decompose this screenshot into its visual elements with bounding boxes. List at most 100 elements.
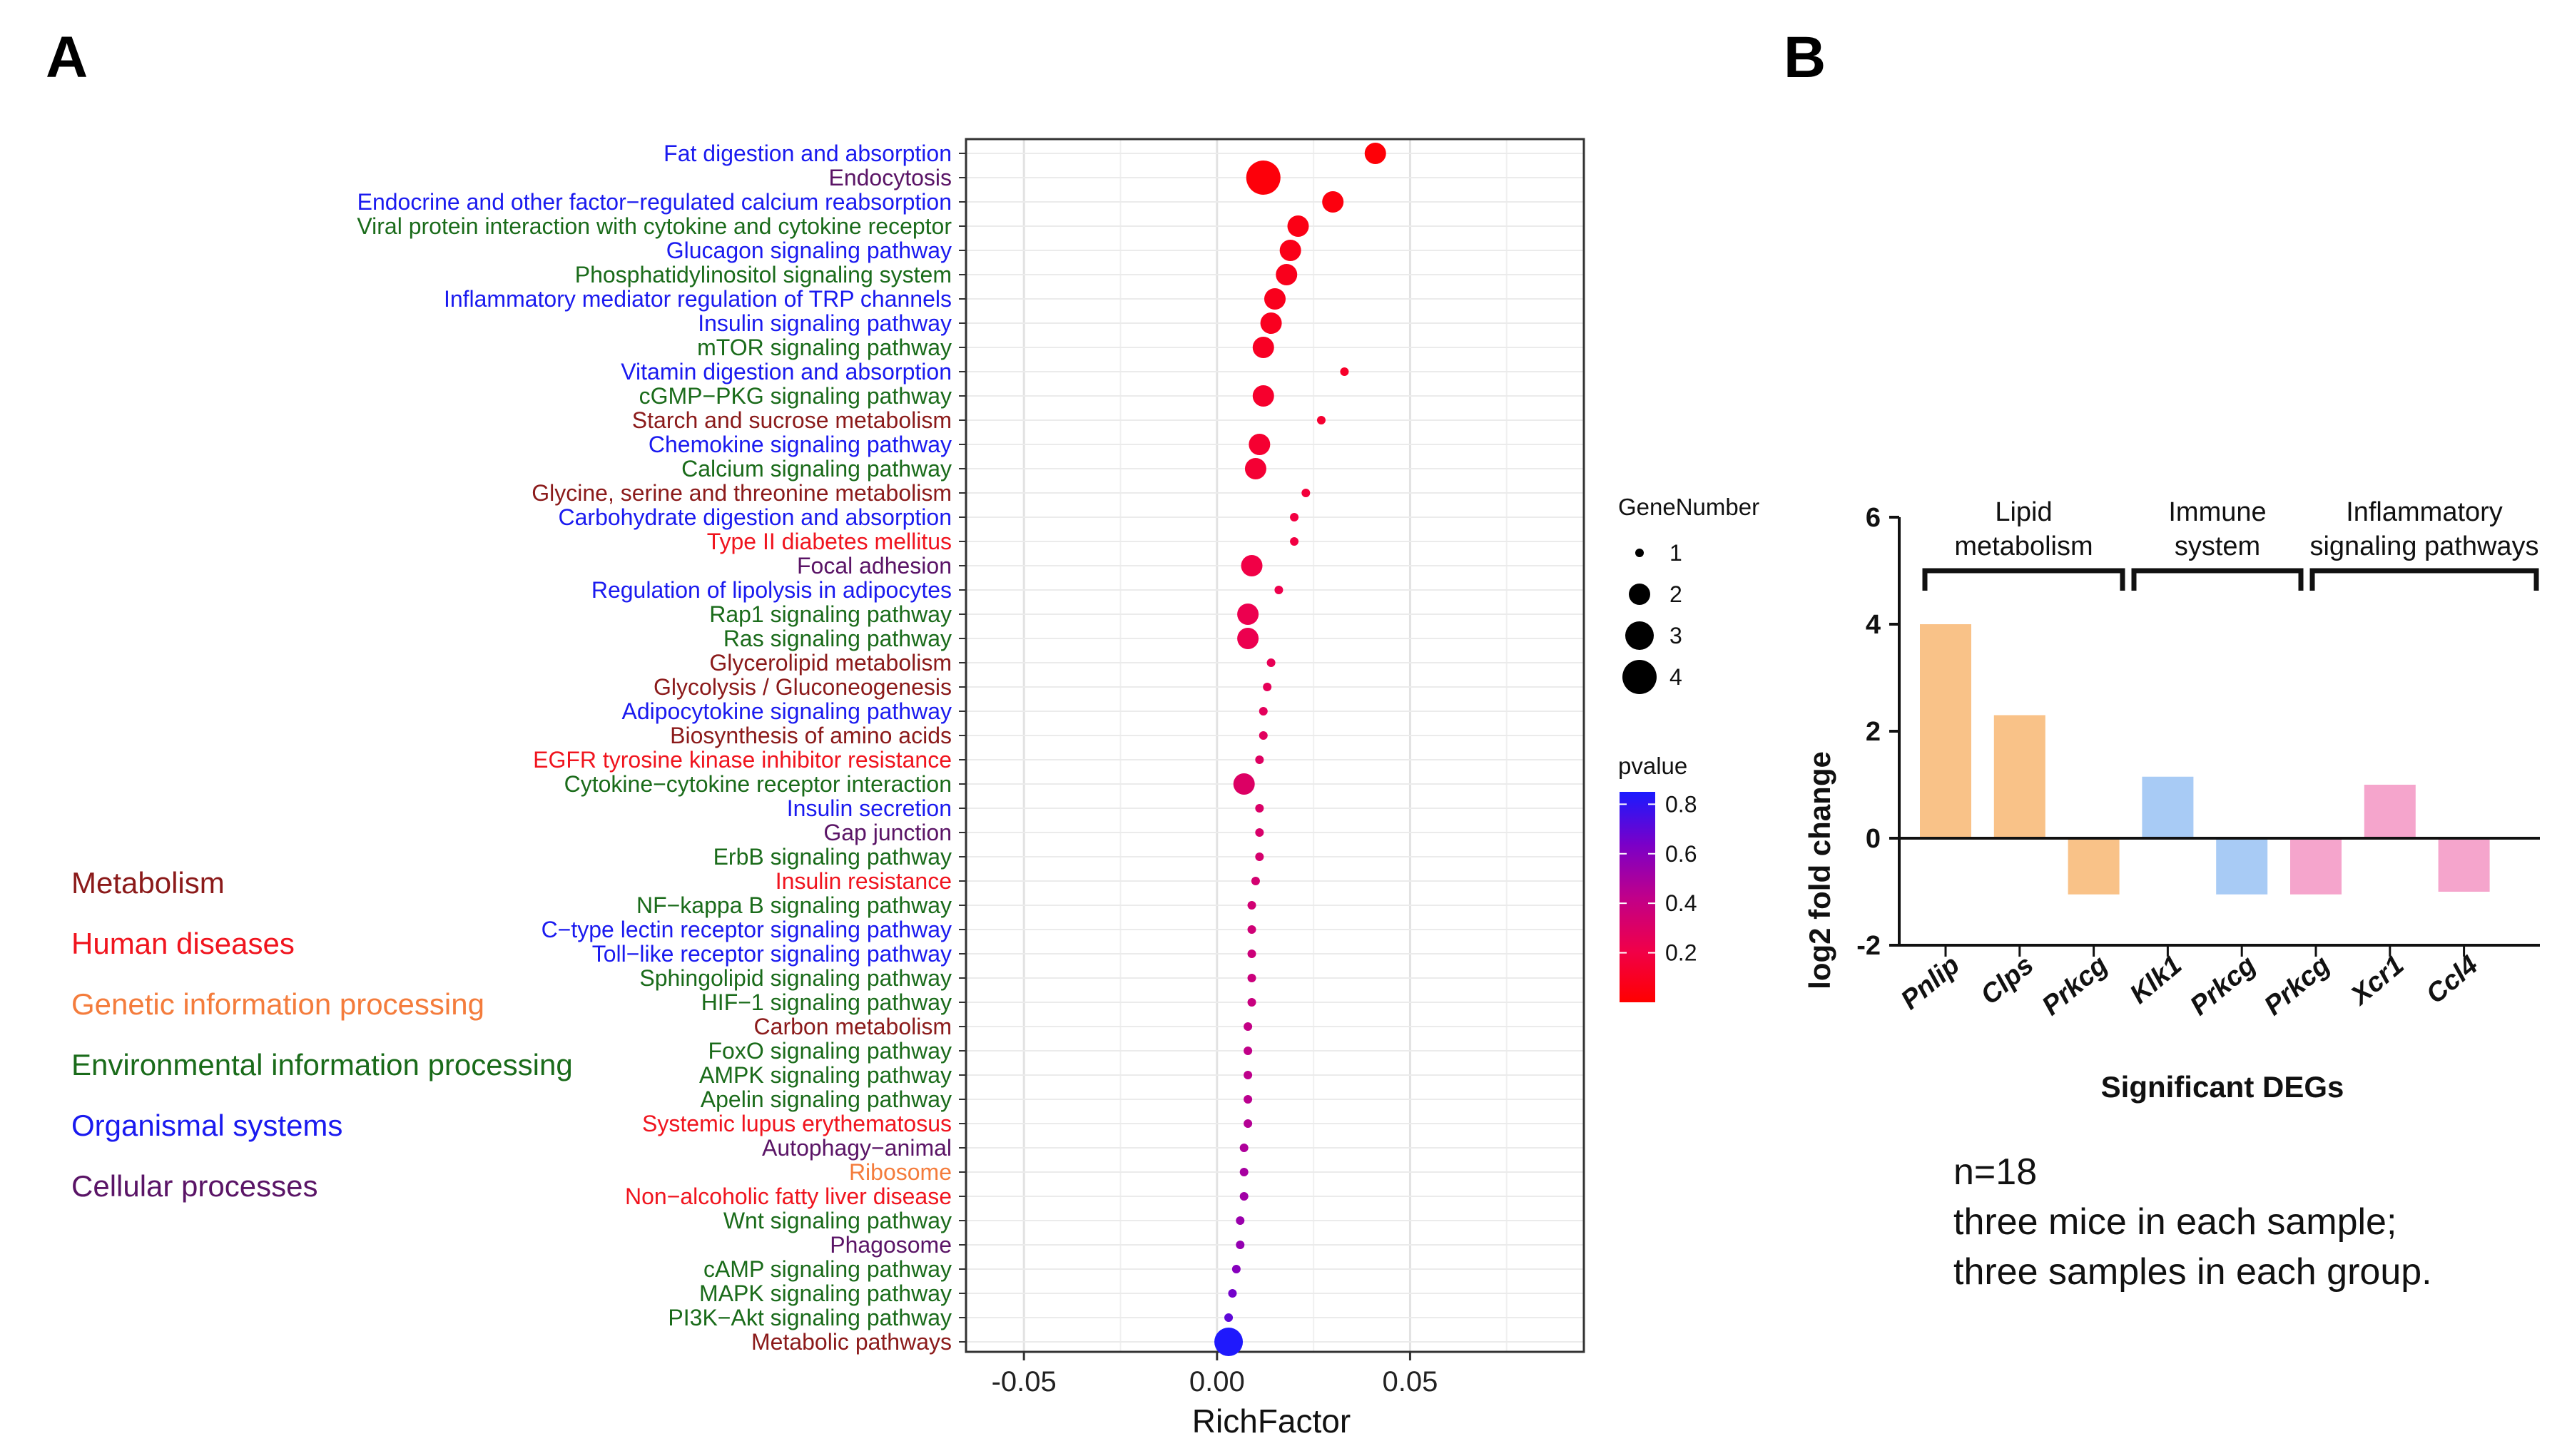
genenumber-legend-title: GeneNumber xyxy=(1618,494,1759,520)
bubble-x-tick-label: -0.05 xyxy=(992,1366,1057,1398)
category-legend-human-diseases: Human diseases xyxy=(71,927,295,960)
bubble-point-fat-digestion-and-absorption xyxy=(1364,143,1386,164)
genenumber-legend-dot xyxy=(1625,621,1654,650)
bar-category-klk1-3: Klk1 xyxy=(2125,950,2187,1010)
pathway-label-pi3k-akt-signaling-pathway: PI3K−Akt signaling pathway xyxy=(668,1305,952,1330)
bar-category-prkcg-5: Prkcg xyxy=(2259,950,2336,1022)
bar-category-pnlip-0: Pnlip xyxy=(1896,950,1966,1016)
bar-xcr1-6 xyxy=(2364,785,2416,838)
category-legend-cellular-processes: Cellular processes xyxy=(71,1169,317,1203)
pathway-label-glycine-serine-and-threonine-metabolism: Glycine, serine and threonine metabolism xyxy=(532,480,952,506)
pathway-label-egfr-tyrosine-kinase-inhibitor-resistance: EGFR tyrosine kinase inhibitor resistanc… xyxy=(533,747,952,773)
note-line-3: three samples in each group. xyxy=(1953,1251,2432,1293)
pathway-label-ribosome: Ribosome xyxy=(849,1159,952,1185)
bubble-plot-bg xyxy=(966,139,1584,1352)
pathway-label-cytokine-cytokine-receptor-interaction: Cytokine−cytokine receptor interaction xyxy=(564,771,952,797)
bubble-point-toll-like-receptor-signaling-pathway xyxy=(1247,950,1256,958)
category-legend-metabolism: Metabolism xyxy=(71,866,225,900)
pathway-label-type-ii-diabetes-mellitus: Type II diabetes mellitus xyxy=(707,529,952,554)
pathway-label-mtor-signaling-pathway: mTOR signaling pathway xyxy=(697,335,952,360)
pathway-label-ampk-signaling-pathway: AMPK signaling pathway xyxy=(699,1062,952,1088)
bubble-point-cytokine-cytokine-receptor-interaction xyxy=(1233,773,1255,795)
group-bracket-inflammatory-signaling-pathways xyxy=(2309,568,2539,591)
bar-klk1-3 xyxy=(2142,776,2194,838)
pvalue-tick-label: 0.8 xyxy=(1665,791,1697,817)
bubble-point-inflammatory-mediator-regulation-of-trp-channels xyxy=(1264,288,1286,310)
genenumber-legend-label: 4 xyxy=(1669,664,1682,690)
bubble-point-type-ii-diabetes-mellitus xyxy=(1290,537,1299,546)
bubble-point-mtor-signaling-pathway xyxy=(1252,337,1274,358)
group-label-immune-system-line-1: Immune xyxy=(2168,497,2266,527)
pathway-label-nf-kappa-b-signaling-pathway: NF−kappa B signaling pathway xyxy=(636,892,952,918)
bubble-point-erbb-signaling-pathway xyxy=(1255,852,1264,861)
bubble-point-non-alcoholic-fatty-liver-disease xyxy=(1239,1192,1249,1201)
bubble-point-insulin-secretion xyxy=(1255,804,1264,813)
pathway-label-non-alcoholic-fatty-liver-disease: Non−alcoholic fatty liver disease xyxy=(625,1183,952,1209)
pathway-label-rap1-signaling-pathway: Rap1 signaling pathway xyxy=(709,601,952,627)
pvalue-tick-label: 0.6 xyxy=(1665,841,1697,867)
pathway-label-hif-1-signaling-pathway: HIF−1 signaling pathway xyxy=(701,989,952,1015)
group-label-lipid-metabolism-line-1: Lipid xyxy=(1995,497,2052,527)
bar-category-prkcg-4: Prkcg xyxy=(2185,950,2262,1022)
bubble-point-carbohydrate-digestion-and-absorption xyxy=(1290,513,1299,521)
bubble-point-regulation-of-lipolysis-in-adipocytes xyxy=(1274,586,1284,594)
pathway-label-endocrine-and-other-factor-regulated-calcium-reabsorption: Endocrine and other factor−regulated cal… xyxy=(357,189,952,215)
pathway-label-adipocytokine-signaling-pathway: Adipocytokine signaling pathway xyxy=(621,698,952,724)
bubble-points xyxy=(1214,143,1386,1356)
bubble-x-tick-label: 0.05 xyxy=(1383,1366,1438,1398)
bubble-x-ticks: -0.05 0.00 0.05 xyxy=(992,1352,1438,1398)
panel-b-label: B xyxy=(1784,25,1826,90)
bar-prkcg-5 xyxy=(2290,838,2342,895)
bubble-point-carbon-metabolism xyxy=(1244,1022,1253,1031)
bubble-point-wnt-signaling-pathway xyxy=(1236,1216,1245,1225)
pvalue-legend-title: pvalue xyxy=(1618,753,1687,779)
group-label-inflammatory-signaling-pathways-line-2: signaling pathways xyxy=(2309,531,2538,561)
pathway-label-carbohydrate-digestion-and-absorption: Carbohydrate digestion and absorption xyxy=(559,504,952,530)
pathway-label-calcium-signaling-pathway: Calcium signaling pathway xyxy=(681,456,952,482)
bubble-point-insulin-resistance xyxy=(1251,877,1260,885)
pathway-label-insulin-secretion: Insulin secretion xyxy=(787,795,952,821)
genenumber-legend-dot xyxy=(1622,660,1657,694)
bubble-x-axis-title: RichFactor xyxy=(1192,1402,1351,1440)
bar-y-tick-label: -2 xyxy=(1856,931,1881,961)
bubble-point-viral-protein-interaction-with-cytokine-and-cytokine-receptor xyxy=(1287,215,1309,237)
bubble-point-systemic-lupus-erythematosus xyxy=(1244,1119,1253,1128)
bubble-point-endocrine-and-other-factor-regulated-calcium-reabsorption xyxy=(1322,191,1344,213)
bubble-point-insulin-signaling-pathway xyxy=(1260,312,1282,334)
bubble-point-starch-and-sucrose-metabolism xyxy=(1316,416,1326,424)
pathway-label-mapk-signaling-pathway: MAPK signaling pathway xyxy=(699,1281,952,1306)
pathway-label-autophagy-animal: Autophagy−animal xyxy=(762,1135,952,1161)
pathway-label-endocytosis: Endocytosis xyxy=(828,165,952,190)
bubble-point-glycerolipid-metabolism xyxy=(1266,658,1276,667)
genenumber-legend-label: 2 xyxy=(1669,581,1682,607)
pathway-label-insulin-signaling-pathway: Insulin signaling pathway xyxy=(698,310,952,336)
bubble-point-adipocytokine-signaling-pathway xyxy=(1259,707,1268,716)
bar-category-ccl4-7: Ccl4 xyxy=(2421,950,2484,1010)
bubble-point-ras-signaling-pathway xyxy=(1237,628,1259,649)
pvalue-tick-label: 0.2 xyxy=(1665,940,1697,966)
pathway-label-glucagon-signaling-pathway: Glucagon signaling pathway xyxy=(666,238,952,263)
pvalue-tick-label: 0.4 xyxy=(1665,890,1697,916)
pathway-label-glycolysis-gluconeogenesis: Glycolysis / Gluconeogenesis xyxy=(654,674,952,700)
sample-note: n=18 three mice in each sample; three sa… xyxy=(1953,1151,2432,1293)
bubble-point-metabolic-pathways xyxy=(1214,1328,1244,1356)
bubble-point-camp-signaling-pathway xyxy=(1231,1265,1241,1273)
category-legend-organismal-systems: Organismal systems xyxy=(71,1109,342,1142)
bar-ccl4-7 xyxy=(2438,838,2490,892)
panel-a-label: A xyxy=(46,25,88,90)
genenumber-legend: GeneNumber 1 2 3 4 xyxy=(1618,494,1759,694)
bar-category-clps-1: Clps xyxy=(1975,950,2039,1011)
pathway-label-biosynthesis-of-amino-acids: Biosynthesis of amino acids xyxy=(670,723,952,748)
bubble-point-phosphatidylinositol-signaling-system xyxy=(1276,264,1298,285)
pathway-label-ras-signaling-pathway: Ras signaling pathway xyxy=(723,626,952,651)
pathway-label-apelin-signaling-pathway: Apelin signaling pathway xyxy=(701,1086,952,1112)
bubble-point-hif-1-signaling-pathway xyxy=(1247,998,1256,1007)
category-legend-environmental-information-processing: Environmental information processing xyxy=(71,1048,573,1081)
pathway-label-focal-adhesion: Focal adhesion xyxy=(797,553,952,579)
pathway-label-insulin-resistance: Insulin resistance xyxy=(776,868,952,894)
bubble-plot-frame xyxy=(965,138,1585,1353)
bubble-point-ampk-signaling-pathway xyxy=(1244,1071,1253,1079)
bar-y-tick-label: 2 xyxy=(1866,717,1881,747)
